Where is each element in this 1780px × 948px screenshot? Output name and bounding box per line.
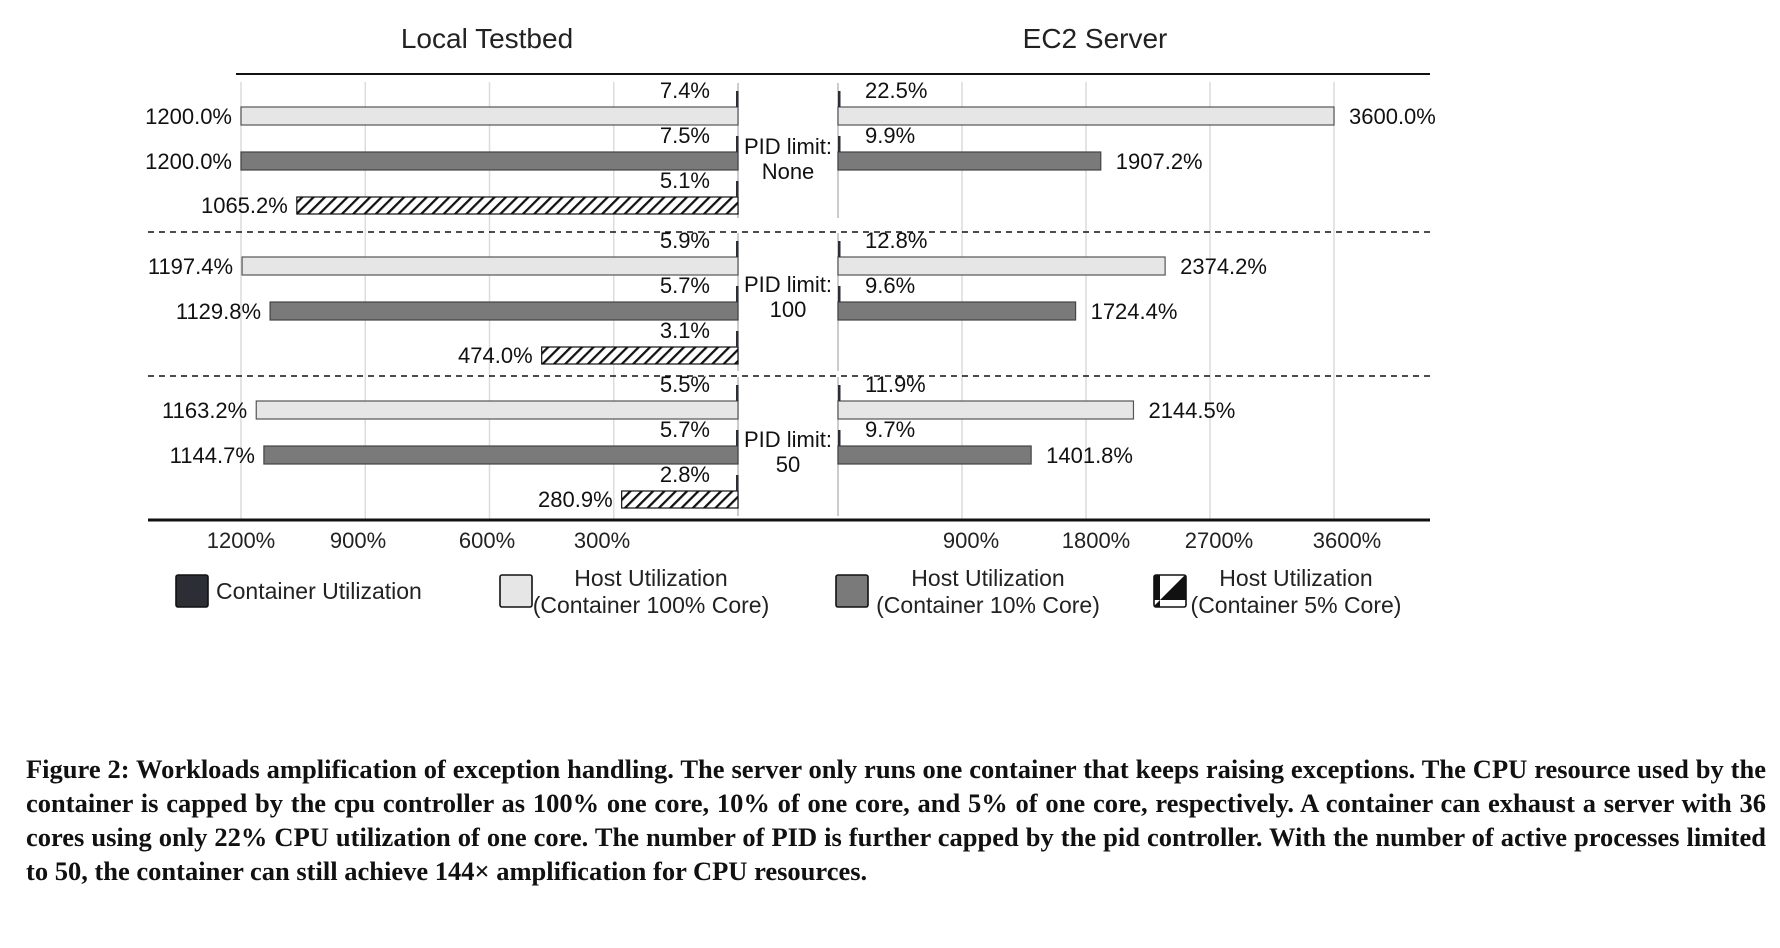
right-tick-label: 900% (943, 528, 999, 553)
legend-label-line2: (Container 100% Core) (533, 592, 770, 618)
ec2-container-label: 9.9% (865, 123, 915, 148)
local-host-label: 1129.8% (176, 299, 261, 324)
ec2-host-bar (837, 106, 1335, 126)
panel-title-ec2: EC2 Server (1023, 23, 1168, 54)
local-host-label: 1163.2% (162, 398, 247, 423)
ec2-host-label: 2144.5% (1148, 398, 1235, 423)
local-host-label: 280.9% (538, 487, 613, 512)
local-container-label: 5.9% (660, 228, 710, 253)
local-host-label: 1200.0% (145, 149, 232, 174)
local-container-bar (736, 331, 739, 347)
ec2-container-label: 22.5% (865, 78, 927, 103)
local-host-bar (621, 490, 739, 509)
right-tick-label: 3600% (1313, 528, 1382, 553)
local-container-bar (736, 91, 739, 107)
local-host-bar (296, 196, 739, 215)
pid-limit-label: PID limit: (744, 134, 832, 159)
local-container-label: 7.4% (660, 78, 710, 103)
ec2-host-bar (837, 445, 1032, 465)
local-host-label: 1200.0% (145, 104, 232, 129)
ec2-host-label: 1401.8% (1046, 443, 1133, 468)
local-container-label: 3.1% (660, 318, 710, 343)
local-container-bar (736, 241, 739, 257)
pid-limit-value: 50 (776, 452, 800, 477)
local-host-bar (269, 301, 739, 321)
pid-limit-label: PID limit: (744, 272, 832, 297)
ec2-container-label: 12.8% (865, 228, 927, 253)
ec2-host-label: 1724.4% (1091, 299, 1178, 324)
legend-swatch-medium (835, 574, 869, 608)
ec2-container-bar (838, 286, 841, 302)
ec2-container-label: 9.6% (865, 273, 915, 298)
ec2-container-label: 9.7% (865, 417, 915, 442)
right-tick-label: 1800% (1062, 528, 1131, 553)
left-tick-label: 900% (330, 528, 386, 553)
local-host-bar (255, 400, 739, 420)
ec2-host-label: 3600.0% (1349, 104, 1436, 129)
ec2-container-bar (838, 136, 841, 152)
ec2-container-bar (838, 385, 841, 401)
local-container-bar (736, 475, 739, 491)
legend: Container Utilization Host Utilization(Co… (175, 565, 1402, 618)
local-host-bar (241, 256, 739, 276)
labels-layer: Local Testbed EC2 Server 1200% 900% 600% 300%… (145, 23, 1436, 553)
local-container-label: 5.5% (660, 372, 710, 397)
local-host-label: 1144.7% (170, 443, 255, 468)
ec2-container-label: 11.9% (865, 372, 926, 397)
legend-swatch-dark (175, 574, 209, 608)
legend-label-line2: (Container 5% Core) (1191, 592, 1402, 618)
pid-limit-value: None (762, 159, 815, 184)
local-container-bar (736, 286, 739, 302)
legend-swatch-hatch (1153, 574, 1187, 608)
local-host-bar (240, 151, 739, 171)
cpu-amplification-chart: Local Testbed EC2 Server 1200% 900% 600% 300%… (145, 23, 1436, 618)
local-container-label: 7.5% (660, 123, 710, 148)
local-host-label: 1065.2% (201, 193, 288, 218)
ec2-container-bar (838, 430, 841, 446)
local-host-bar (541, 346, 739, 365)
local-container-bar (736, 136, 739, 152)
legend-label-line1: Host Utilization (574, 565, 727, 591)
local-container-bar (736, 385, 739, 401)
local-container-label: 5.1% (660, 168, 710, 193)
left-tick-label: 600% (459, 528, 515, 553)
local-container-bar (736, 181, 739, 197)
legend-label: Container Utilization (216, 578, 422, 604)
panel-title-local: Local Testbed (401, 23, 573, 54)
figure-caption: Figure 2: Workloads amplification of exc… (26, 754, 1766, 886)
local-host-bar (263, 445, 739, 465)
pid-limit-label: PID limit: (744, 427, 832, 452)
ec2-container-bar (838, 91, 841, 107)
local-container-label: 2.8% (660, 462, 710, 487)
pid-limit-value: 100 (770, 297, 807, 322)
local-container-bar (736, 430, 739, 446)
ec2-container-bar (838, 241, 841, 257)
left-tick-label: 300% (574, 528, 630, 553)
ec2-host-bar (837, 301, 1077, 321)
legend-label-line1: Host Utilization (1219, 565, 1372, 591)
legend-label-line2: (Container 10% Core) (876, 592, 1100, 618)
ec2-host-bar (837, 151, 1102, 171)
local-container-label: 5.7% (660, 417, 710, 442)
right-tick-label: 2700% (1185, 528, 1254, 553)
ec2-host-label: 2374.2% (1180, 254, 1267, 279)
left-tick-label: 1200% (207, 528, 276, 553)
legend-swatch-light (499, 574, 533, 608)
ec2-host-bar (837, 256, 1166, 276)
ec2-host-bar (837, 400, 1135, 420)
local-host-label: 474.0% (458, 343, 533, 368)
local-host-bar (240, 106, 739, 126)
local-host-label: 1197.4% (148, 254, 233, 279)
local-container-label: 5.7% (660, 273, 710, 298)
ec2-host-label: 1907.2% (1116, 149, 1203, 174)
legend-label-line1: Host Utilization (911, 565, 1064, 591)
bars-layer (240, 91, 1335, 509)
